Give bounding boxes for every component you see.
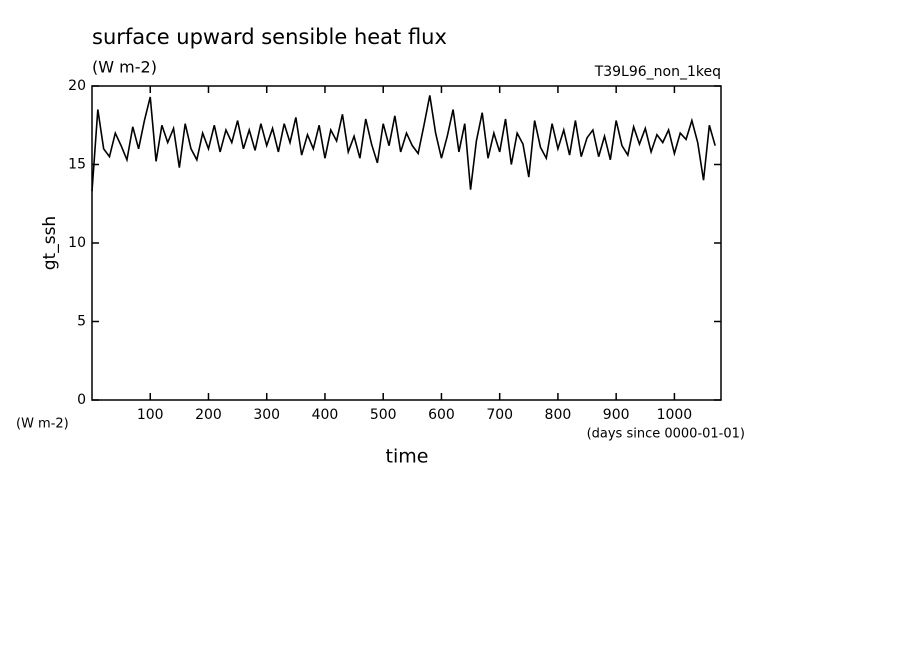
x-axis-label: time [386, 446, 429, 468]
x-tick-label: 400 [312, 407, 339, 423]
y-tick-label: 0 [77, 392, 86, 408]
chart-subtitle: (W m-2) [92, 58, 157, 77]
line-series [91, 95, 716, 192]
x-tick-label: 300 [253, 407, 280, 423]
y-tick-label: 5 [77, 314, 86, 330]
y-unit: (W m-2) [16, 417, 69, 432]
x-tick-label: 600 [428, 407, 455, 423]
x-tick-label: 200 [195, 407, 222, 423]
x-tick-label: 100 [137, 407, 164, 423]
y-axis-label: gt_ssh [40, 216, 60, 270]
x-tick-label: 1000 [657, 407, 693, 423]
chart-title: surface upward sensible heat flux [92, 25, 447, 49]
x-unit: (days since 0000-01-01) [587, 427, 745, 442]
x-tick-label: 700 [486, 407, 513, 423]
x-tick-label: 800 [545, 407, 572, 423]
x-tick-label: 500 [370, 407, 397, 423]
annotation: T39L96_non_1keq [594, 64, 721, 80]
y-tick-label: 10 [68, 235, 86, 251]
x-tick-label: 900 [603, 407, 630, 423]
y-tick-label: 20 [68, 78, 86, 94]
y-tick-label: 15 [68, 157, 86, 173]
